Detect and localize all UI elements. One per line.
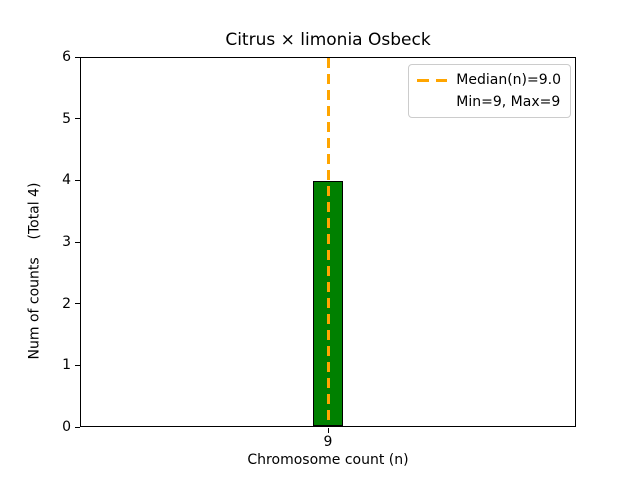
median-line	[326, 58, 330, 426]
y-tick-mark	[75, 56, 80, 58]
legend-item-median: Median(n)=9.0	[417, 70, 561, 90]
y-tick-mark	[75, 364, 80, 366]
y-tick-label: 4	[62, 172, 71, 189]
plot-area: Median(n)=9.0 Min=9, Max=9	[80, 57, 576, 427]
x-axis-label: Chromosome count (n)	[247, 452, 409, 468]
y-tick-label: 0	[62, 419, 71, 435]
y-tick-label: 2	[62, 295, 71, 312]
y-tick-label: 3	[62, 234, 71, 250]
dashed-line-icon	[417, 78, 448, 82]
y-tick-mark	[75, 179, 80, 181]
y-tick-label: 6	[62, 49, 71, 65]
legend: Median(n)=9.0 Min=9, Max=9	[408, 64, 571, 118]
y-axis-label: Num of counts (Total 4)	[26, 182, 43, 360]
legend-item-minmax: Min=9, Max=9	[417, 92, 561, 112]
x-tick-mark	[327, 428, 329, 433]
y-tick-label: 1	[62, 357, 71, 374]
y-tick-mark	[75, 118, 80, 120]
legend-label-median: Median(n)=9.0	[456, 72, 561, 88]
legend-label-minmax: Min=9, Max=9	[456, 94, 561, 110]
chart-title: Citrus × limonia Osbeck	[225, 30, 431, 50]
y-tick-mark	[75, 303, 80, 305]
y-tick-label: 5	[62, 110, 71, 127]
legend-handle-blank	[417, 101, 447, 104]
y-tick-mark	[75, 241, 80, 243]
y-tick-mark	[75, 426, 80, 428]
x-tick-label: 9	[323, 434, 333, 450]
